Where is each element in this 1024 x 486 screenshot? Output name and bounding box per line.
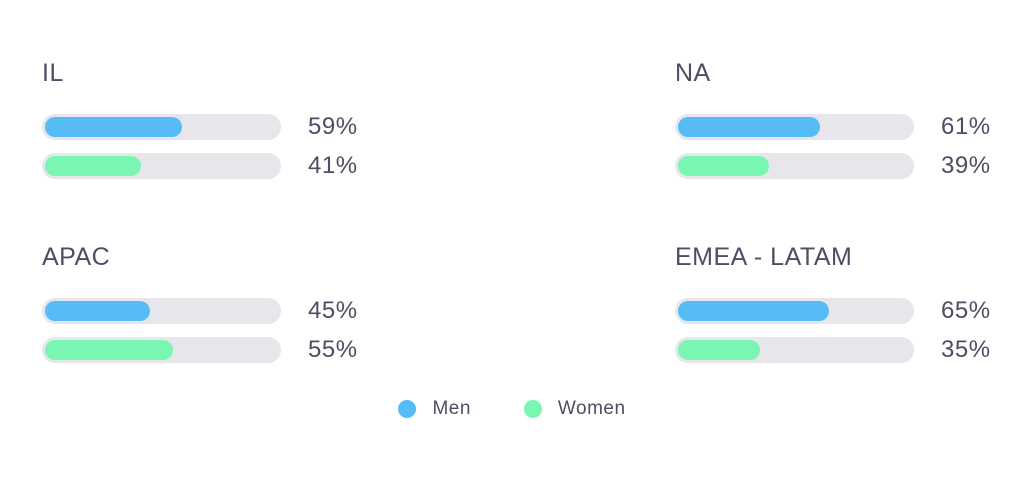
men-bar-row: 65% (675, 297, 1024, 324)
women-bar-track (42, 153, 281, 179)
legend-label-women: Women (557, 398, 626, 419)
men-bar-row: 45% (42, 297, 402, 324)
men-bar-track (42, 114, 281, 140)
men-bar-value: 65% (941, 297, 991, 324)
bar-group: 61% 39% (675, 113, 1024, 179)
women-bar-fill (45, 156, 141, 176)
region-title: IL (42, 59, 64, 87)
women-bar-value: 35% (941, 336, 991, 363)
men-bar-track (675, 298, 914, 324)
bar-group: 45% 55% (42, 297, 402, 363)
men-bar-fill (45, 117, 183, 137)
bar-group: 65% 35% (675, 297, 1024, 363)
legend: Men Women (0, 398, 1024, 420)
women-bar-row: 35% (675, 336, 1024, 363)
men-bar-row: 61% (675, 113, 1024, 140)
region-section-il: IL 59% 41% (42, 59, 402, 192)
men-bar-track (675, 114, 914, 140)
men-bar-fill (678, 117, 821, 137)
men-legend-dot-icon (398, 400, 417, 418)
women-bar-row: 41% (42, 152, 402, 179)
region-title: NA (675, 59, 711, 87)
women-bar-track (675, 153, 914, 179)
men-bar-value: 61% (941, 113, 991, 140)
region-section-emea-latam: EMEA - LATAM 65% 35% (675, 243, 1024, 376)
women-bar-fill (678, 156, 769, 176)
region-title: APAC (42, 243, 111, 271)
women-bar-row: 55% (42, 336, 402, 363)
region-section-apac: APAC 45% 55% (42, 243, 402, 376)
men-bar-value: 45% (308, 297, 358, 324)
legend-label-men: Men (432, 398, 471, 419)
women-bar-fill (45, 340, 174, 360)
women-bar-value: 55% (308, 336, 358, 363)
women-bar-fill (678, 340, 760, 360)
women-bar-value: 41% (308, 152, 358, 179)
women-bar-track (42, 337, 281, 363)
women-legend-dot-icon (523, 400, 542, 418)
women-bar-value: 39% (941, 152, 991, 179)
legend-item-men[interactable]: Men (398, 398, 470, 420)
men-bar-fill (678, 301, 830, 321)
women-bar-track (675, 337, 914, 363)
bar-group: 59% 41% (42, 113, 402, 179)
men-bar-value: 59% (308, 113, 358, 140)
men-bar-fill (45, 301, 150, 321)
men-bar-row: 59% (42, 113, 402, 140)
region-title: EMEA - LATAM (675, 243, 853, 271)
legend-item-women[interactable]: Women (523, 398, 626, 420)
women-bar-row: 39% (675, 152, 1024, 179)
region-section-na: NA 61% 39% (675, 59, 1024, 192)
men-bar-track (42, 298, 281, 324)
